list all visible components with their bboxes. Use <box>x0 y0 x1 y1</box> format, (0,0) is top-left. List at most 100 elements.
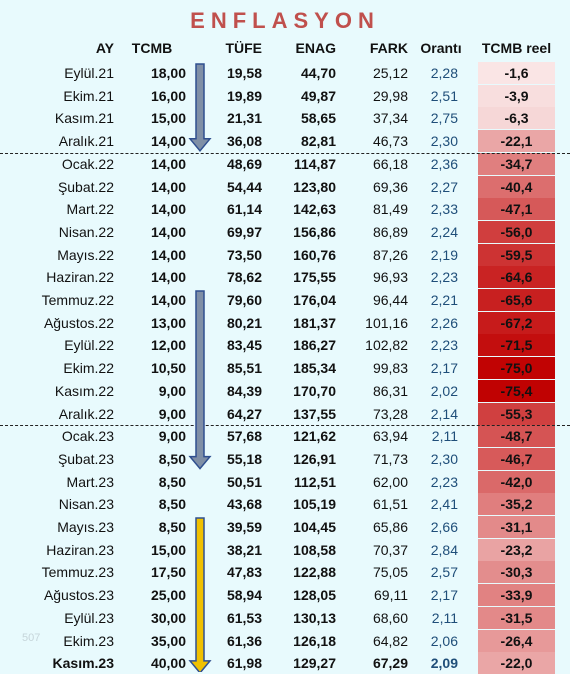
cell-enag: 142,63 <box>293 201 336 218</box>
cell-month: Mart.22 <box>66 201 114 218</box>
reel-heat-cell <box>478 493 555 516</box>
cell-tcmb-reel: -42,0 <box>500 473 533 490</box>
header-oranti: Orantı <box>420 40 462 56</box>
reel-heat-cell <box>478 584 555 607</box>
table-row: Temmuz.22 14,00 79,60 176,04 96,44 2,21 -65,6 <box>0 289 570 311</box>
cell-fark: 70,37 <box>372 541 408 558</box>
cell-fark: 102,82 <box>365 337 408 354</box>
cell-fark: 96,44 <box>372 292 408 308</box>
cell-tcmb: 17,50 <box>150 564 186 581</box>
reel-heat-cell <box>478 334 555 357</box>
cell-tcmb: 30,00 <box>150 609 186 626</box>
cell-tcmb-reel: -35,2 <box>500 496 533 513</box>
header-fark: FARK <box>369 40 408 56</box>
table-row: Şubat.23 8,50 55,18 126,91 71,73 2,30 -46,7 <box>0 447 570 470</box>
cell-enag: 129,27 <box>293 655 336 672</box>
cell-month: Aralık.22 <box>58 405 114 422</box>
cell-tufe: 61,53 <box>226 609 262 626</box>
cell-tcmb: 9,00 <box>158 428 186 445</box>
header-tcmb-reel: TCMB reel <box>481 40 552 56</box>
table-title: ENFLASYON <box>190 8 380 33</box>
section-divider <box>0 425 570 427</box>
cell-oranti: 2,30 <box>430 133 458 150</box>
cell-tufe: 19,89 <box>226 87 262 104</box>
cell-tcmb: 10,50 <box>150 360 186 377</box>
table-row: Nisan.23 8,50 43,68 105,19 61,51 2,41 -35,2 <box>0 493 570 516</box>
table-row: Ekim.23 35,00 61,36 126,18 64,82 2,06 -26,4 <box>0 629 570 652</box>
cell-enag: 185,34 <box>293 360 336 377</box>
table-row: Mayıs.22 14,00 73,50 160,76 87,26 2,19 -59,5 <box>0 243 570 266</box>
cell-month: Temmuz.23 <box>41 564 114 581</box>
cell-enag: 160,76 <box>293 246 336 263</box>
cell-fark: 86,31 <box>372 382 408 399</box>
cell-tufe: 38,21 <box>226 541 262 558</box>
cell-enag: 105,19 <box>293 496 336 513</box>
cell-tcmb: 8,50 <box>158 496 186 513</box>
table-row: Eylül.23 30,00 61,53 130,13 68,60 2,11 -31,5 <box>0 606 570 629</box>
table-row: Eylül.21 18,00 19,58 44,70 25,12 2,28 -1,6 <box>0 62 570 84</box>
reel-heat-cell <box>478 130 555 153</box>
cell-enag: 137,55 <box>293 405 336 422</box>
table-row: Temmuz.23 17,50 47,83 122,88 75,05 2,57 -30,3 <box>0 561 570 584</box>
cell-enag: 156,86 <box>293 223 336 240</box>
cell-oranti: 2,23 <box>430 473 458 490</box>
cell-tcmb-reel: -1,6 <box>504 65 529 81</box>
cell-fark: 86,89 <box>372 223 408 240</box>
cell-month: Eylül.23 <box>64 609 114 626</box>
reel-heat-cell <box>478 629 555 652</box>
cell-oranti: 2,28 <box>430 65 458 81</box>
cell-fark: 81,49 <box>372 201 408 218</box>
cell-tcmb-reel: -31,5 <box>500 609 533 626</box>
cell-tcmb-reel: -34,7 <box>500 155 533 172</box>
reel-heat-cell <box>478 289 555 311</box>
cell-tcmb-reel: -48,7 <box>500 428 533 445</box>
cell-fark: 61,51 <box>372 496 408 513</box>
cell-tcmb-reel: -71,5 <box>500 337 533 354</box>
cell-tcmb-reel: -46,7 <box>500 450 533 467</box>
cell-enag: 114,87 <box>293 155 336 172</box>
cell-fark: 101,16 <box>365 314 408 331</box>
reel-heat-cell <box>478 606 555 629</box>
reel-heat-cell <box>478 379 555 402</box>
cell-month: Eylül.21 <box>64 65 114 81</box>
cell-tcmb-reel: -47,1 <box>500 201 533 218</box>
cell-tcmb: 40,00 <box>150 655 186 672</box>
table-row: Aralık.21 14,00 36,08 82,81 46,73 2,30 -22,1 <box>0 130 570 153</box>
header-tcmb: TCMB <box>131 40 173 56</box>
cell-month: Temmuz.22 <box>41 292 114 308</box>
cell-oranti: 2,26 <box>430 314 458 331</box>
reel-heat-cell <box>478 561 555 584</box>
cell-month: Aralık.21 <box>58 133 114 150</box>
cell-tcmb: 25,00 <box>150 587 186 604</box>
cell-fark: 69,36 <box>372 178 408 195</box>
cell-tcmb-reel: -65,6 <box>500 292 533 308</box>
cell-tcmb-reel: -30,3 <box>500 564 533 581</box>
cell-oranti: 2,09 <box>430 655 458 672</box>
cell-tcmb-reel: -64,6 <box>500 269 533 286</box>
cell-tufe: 55,18 <box>226 450 262 467</box>
cell-enag: 44,70 <box>300 65 336 81</box>
reel-heat-cell <box>478 243 555 266</box>
cell-tcmb: 14,00 <box>150 201 186 218</box>
cell-month: Kasım.22 <box>54 382 114 399</box>
cell-enag: 123,80 <box>293 178 336 195</box>
cell-oranti: 2,19 <box>430 246 458 263</box>
cell-tcmb: 14,00 <box>150 246 186 263</box>
cell-month: Nisan.22 <box>58 223 114 240</box>
cell-enag: 126,18 <box>293 632 336 649</box>
cell-oranti: 2,23 <box>430 269 458 286</box>
reel-heat-cell <box>478 220 555 243</box>
cell-enag: 170,70 <box>293 382 336 399</box>
cell-tufe: 61,14 <box>226 201 262 218</box>
table-row: Ağustos.22 13,00 80,21 181,37 101,16 2,26 -67,… <box>0 311 570 334</box>
cell-enag: 186,27 <box>293 337 336 354</box>
cell-fark: 96,93 <box>372 269 408 286</box>
cell-month: Ocak.23 <box>61 428 114 445</box>
reel-heat-cell <box>478 175 555 198</box>
watermark: 507 <box>22 632 41 644</box>
cell-tcmb-reel: -75,0 <box>500 360 533 377</box>
reel-heat-cell <box>478 62 555 84</box>
cell-tcmb-reel: -26,4 <box>500 632 533 649</box>
reel-heat-cell <box>478 198 555 221</box>
cell-tcmb-reel: -67,2 <box>500 314 533 331</box>
